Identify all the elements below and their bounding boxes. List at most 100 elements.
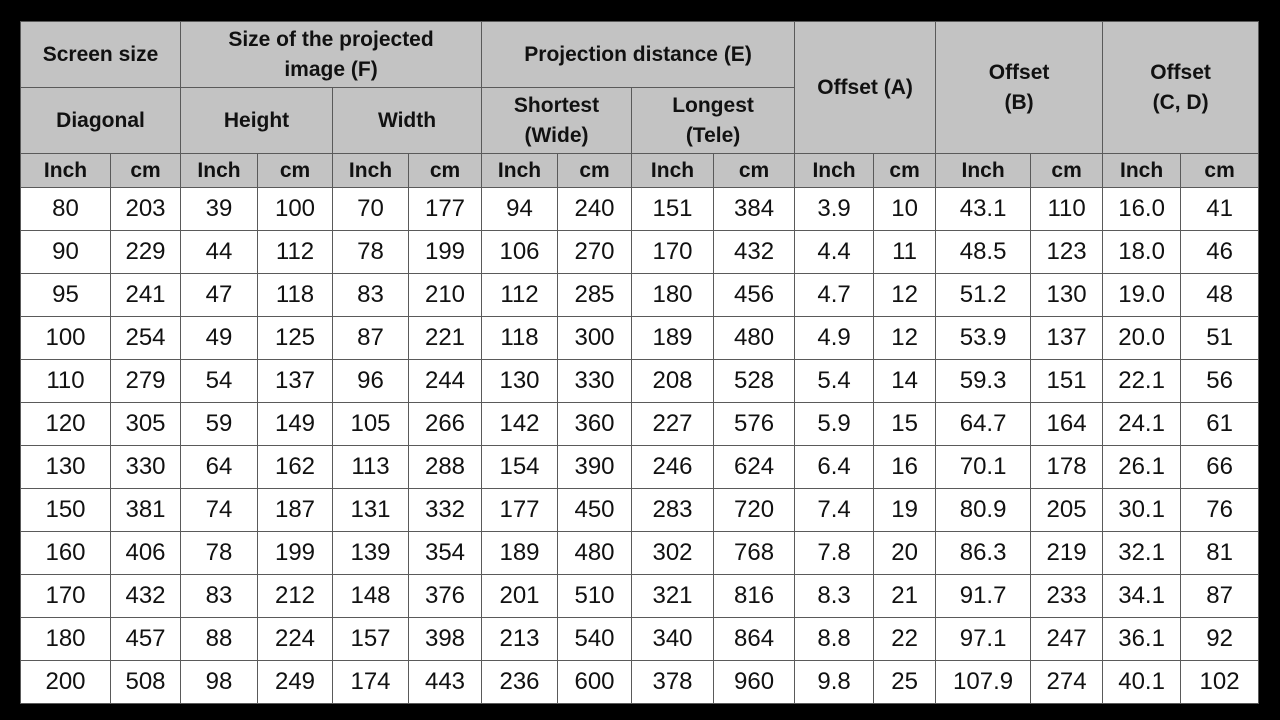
data-cell: 118	[481, 316, 559, 360]
data-cell: 510	[557, 574, 633, 618]
data-cell: 20.0	[1102, 316, 1182, 360]
data-cell: 32.1	[1102, 531, 1182, 575]
unit-header: Inch	[332, 153, 410, 188]
data-row: 95 241 47 118 83 210 112 285 180 456 4.7 12 51.2 130 1…	[20, 273, 1260, 317]
data-cell: 9.8	[794, 660, 875, 704]
data-cell: 576	[713, 402, 796, 446]
data-cell: 125	[257, 316, 334, 360]
header-line: (C, D)	[1152, 90, 1209, 114]
data-cell: 74	[180, 488, 259, 532]
data-cell: 41	[1180, 187, 1260, 231]
header-line: Offset	[988, 60, 1050, 84]
data-cell: 64	[180, 445, 259, 489]
data-cell: 39	[180, 187, 259, 231]
data-cell: 203	[109, 187, 182, 231]
header-line: Height	[223, 108, 290, 132]
data-cell: 6.4	[794, 445, 875, 489]
data-cell: 274	[1030, 660, 1104, 704]
data-cell: 177	[408, 187, 483, 231]
data-cell: 170	[20, 574, 111, 618]
data-cell: 456	[713, 273, 796, 317]
data-cell: 164	[1030, 402, 1104, 446]
data-cell: 180	[20, 617, 111, 661]
data-cell: 450	[557, 488, 633, 532]
data-cell: 187	[257, 488, 334, 532]
data-cell: 174	[332, 660, 410, 704]
data-cell: 189	[631, 316, 715, 360]
data-cell: 864	[713, 617, 796, 661]
data-cell: 432	[109, 574, 182, 618]
unit-header: cm	[1180, 153, 1260, 188]
data-cell: 157	[332, 617, 410, 661]
data-cell: 105	[332, 402, 410, 446]
group-header: Size of the projected image (F)	[180, 21, 483, 88]
data-cell: 83	[180, 574, 259, 618]
group-header: Offset (B)	[935, 21, 1104, 154]
data-cell: 305	[109, 402, 182, 446]
data-cell: 241	[109, 273, 182, 317]
data-cell: 14	[873, 359, 937, 403]
data-cell: 80	[20, 187, 111, 231]
unit-header: Inch	[935, 153, 1032, 188]
data-cell: 240	[557, 187, 633, 231]
data-cell: 624	[713, 445, 796, 489]
data-cell: 44	[180, 230, 259, 274]
data-cell: 19	[873, 488, 937, 532]
data-cell: 120	[20, 402, 111, 446]
data-cell: 154	[481, 445, 559, 489]
data-cell: 600	[557, 660, 633, 704]
header-line: Size of the projected	[228, 27, 434, 51]
header-line: (Wide)	[524, 123, 589, 147]
data-cell: 12	[873, 316, 937, 360]
data-cell: 19.0	[1102, 273, 1182, 317]
data-cell: 16	[873, 445, 937, 489]
data-cell: 123	[1030, 230, 1104, 274]
unit-header: cm	[557, 153, 633, 188]
data-cell: 151	[1030, 359, 1104, 403]
data-cell: 81	[1180, 531, 1260, 575]
data-cell: 130	[20, 445, 111, 489]
data-cell: 97.1	[935, 617, 1032, 661]
data-cell: 49	[180, 316, 259, 360]
data-cell: 53.9	[935, 316, 1032, 360]
data-cell: 91.7	[935, 574, 1032, 618]
data-cell: 199	[408, 230, 483, 274]
data-cell: 221	[408, 316, 483, 360]
data-cell: 100	[257, 187, 334, 231]
data-cell: 48.5	[935, 230, 1032, 274]
data-cell: 321	[631, 574, 715, 618]
data-cell: 205	[1030, 488, 1104, 532]
unit-header: cm	[1030, 153, 1104, 188]
header-line: (Tele)	[685, 123, 741, 147]
unit-header: Inch	[20, 153, 111, 188]
data-cell: 354	[408, 531, 483, 575]
data-cell: 508	[109, 660, 182, 704]
data-cell: 151	[631, 187, 715, 231]
data-cell: 96	[332, 359, 410, 403]
header-line: Width	[377, 108, 437, 132]
data-cell: 960	[713, 660, 796, 704]
data-cell: 36.1	[1102, 617, 1182, 661]
header-line: Offset (A)	[817, 75, 913, 99]
data-cell: 51.2	[935, 273, 1032, 317]
data-cell: 30.1	[1102, 488, 1182, 532]
data-row: 90 229 44 112 78 199 106 270 170 432 4.4 11 48.5 123 1…	[20, 230, 1260, 274]
data-cell: 43.1	[935, 187, 1032, 231]
data-cell: 112	[257, 230, 334, 274]
data-cell: 246	[631, 445, 715, 489]
data-cell: 270	[557, 230, 633, 274]
data-cell: 112	[481, 273, 559, 317]
unit-header: Inch	[631, 153, 715, 188]
data-cell: 443	[408, 660, 483, 704]
data-cell: 8.8	[794, 617, 875, 661]
sub-header: Width	[332, 87, 483, 154]
data-cell: 178	[1030, 445, 1104, 489]
data-row: 100 254 49 125 87 221 118 300 189 480 4.9 12 53.9 137…	[20, 316, 1260, 360]
data-cell: 212	[257, 574, 334, 618]
data-row: 130 330 64 162 113 288 154 390 246 624 6.4 16 70.1 17…	[20, 445, 1260, 489]
sub-header: Height	[180, 87, 334, 154]
data-cell: 54	[180, 359, 259, 403]
data-cell: 4.4	[794, 230, 875, 274]
data-cell: 150	[20, 488, 111, 532]
